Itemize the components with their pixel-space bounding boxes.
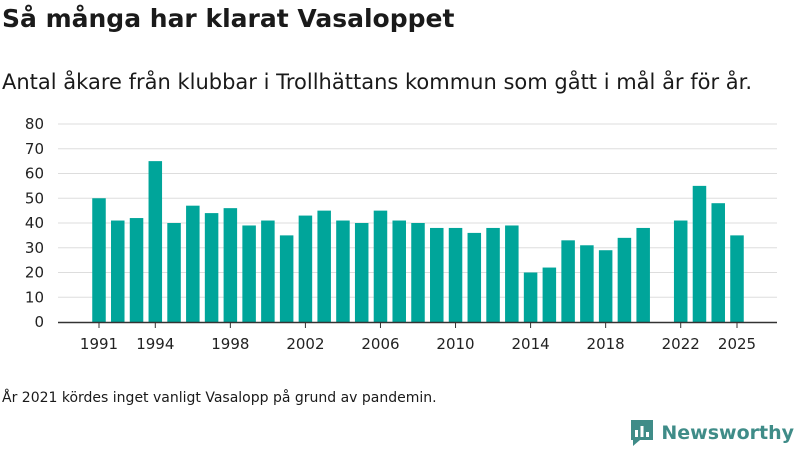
chart-title: Så många har klarat Vasaloppet xyxy=(2,4,455,33)
bar xyxy=(392,220,406,322)
bar xyxy=(617,237,632,322)
bar xyxy=(242,225,256,322)
bar xyxy=(148,161,163,322)
bar xyxy=(373,210,388,322)
bar xyxy=(317,210,331,322)
bar xyxy=(92,198,106,322)
bar xyxy=(111,220,125,322)
bar xyxy=(598,250,613,322)
bar xyxy=(636,227,650,322)
bar xyxy=(673,220,688,322)
brand-logo: Newsworthy xyxy=(629,418,794,448)
bars xyxy=(92,161,744,322)
y-tick-label: 40 xyxy=(25,214,44,232)
bar-chart: 0 10 20 30 40 50 60 70 80 1991 1994 1998 2002 2006 20… xyxy=(25,115,777,353)
bar xyxy=(523,272,538,322)
bar xyxy=(261,220,275,322)
bar xyxy=(542,267,557,322)
newsworthy-logo-icon xyxy=(631,420,654,446)
bar xyxy=(354,223,369,322)
bar xyxy=(223,208,238,322)
bar xyxy=(430,227,444,322)
y-tick-label: 50 xyxy=(25,189,44,207)
bar xyxy=(411,223,425,322)
bar xyxy=(505,225,519,322)
bar xyxy=(467,232,482,322)
x-tick-label: 2010 xyxy=(436,335,474,353)
x-axis-ticks: 1991 1994 1998 2002 2006 2010 2014 2018 2022 2025 xyxy=(80,322,756,353)
bar xyxy=(561,240,575,322)
brand-name: Newsworthy xyxy=(661,422,794,444)
y-tick-label: 70 xyxy=(25,140,44,158)
y-tick-label: 30 xyxy=(25,239,44,257)
x-tick-label: 2018 xyxy=(587,335,625,353)
x-tick-label: 2006 xyxy=(361,335,399,353)
y-tick-label: 10 xyxy=(25,288,44,306)
x-tick-label: 2014 xyxy=(511,335,549,353)
bar xyxy=(580,245,594,322)
bar xyxy=(204,213,219,322)
x-tick-label: 2022 xyxy=(662,335,700,353)
x-tick-label: 2025 xyxy=(718,335,756,353)
bar xyxy=(336,220,350,322)
bar xyxy=(279,235,294,322)
x-tick-label: 1991 xyxy=(80,335,118,353)
bar xyxy=(692,185,707,322)
y-tick-label: 80 xyxy=(25,115,44,133)
y-axis-ticks: 0 10 20 30 40 50 60 70 80 xyxy=(25,115,44,331)
bar xyxy=(730,235,744,322)
bar xyxy=(167,223,181,322)
y-tick-label: 60 xyxy=(25,165,44,183)
footnote: År 2021 kördes inget vanligt Vasalopp på… xyxy=(2,390,437,406)
x-tick-label: 1994 xyxy=(136,335,174,353)
bar xyxy=(129,218,144,322)
y-tick-label: 20 xyxy=(25,264,44,282)
chart-subtitle: Antal åkare från klubbar i Trollhättans … xyxy=(2,70,753,94)
bar xyxy=(186,205,200,322)
x-tick-label: 1998 xyxy=(211,335,249,353)
x-tick-label: 2002 xyxy=(286,335,324,353)
bar xyxy=(298,215,313,322)
bar xyxy=(448,227,463,322)
y-tick-label: 0 xyxy=(34,313,44,331)
bar xyxy=(486,227,500,322)
bar xyxy=(711,203,725,322)
